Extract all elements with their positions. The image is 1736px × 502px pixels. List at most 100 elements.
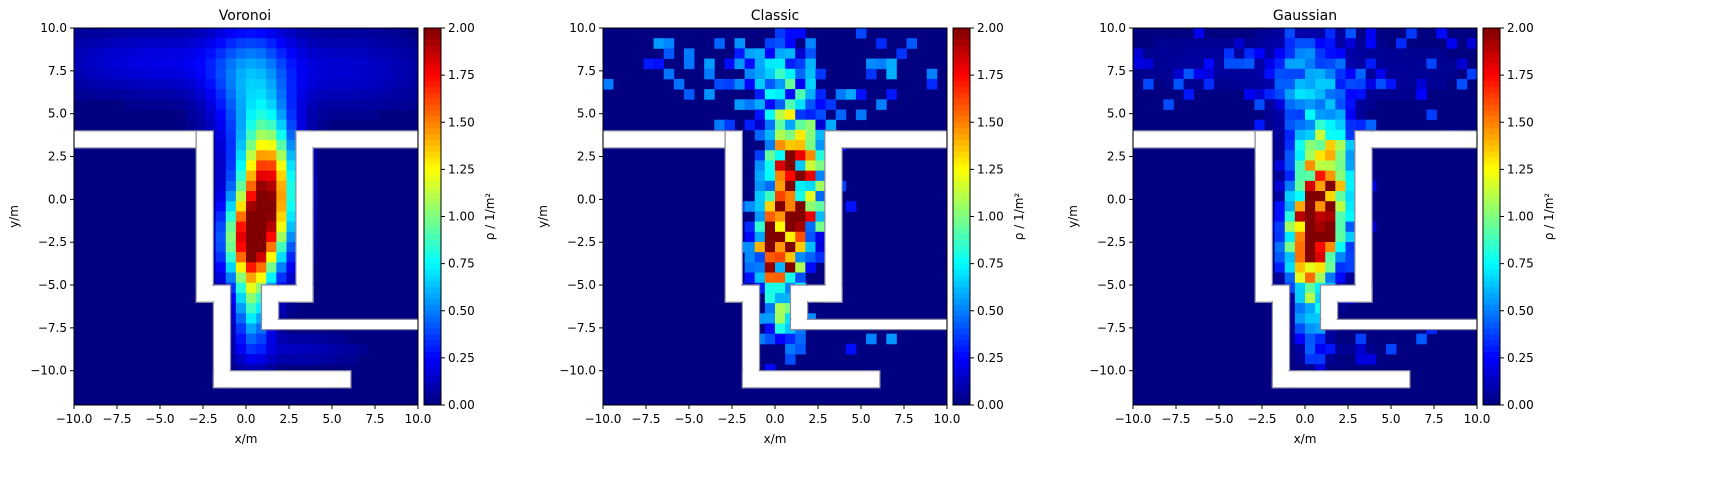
heatmap-cell [1345,241,1356,253]
heatmap-cell [1294,109,1306,121]
heatmap-cell [795,150,806,161]
heatmap-cell [397,78,409,90]
colorbar-segment [1483,28,1500,35]
heatmap-cell [286,109,297,121]
heatmap-cell [235,262,247,273]
heatmap-cell [1274,262,1286,273]
heatmap-cell [367,99,378,110]
heatmap-cell [276,333,287,345]
heatmap-cell [347,28,358,39]
colorbar-segment [1483,316,1500,324]
heatmap-cell [1284,109,1296,121]
heatmap-cell [1315,129,1326,141]
colorbar-segment [424,316,441,324]
heatmap-cell [1345,191,1356,202]
heatmap-cell [764,160,776,172]
heatmap-cell [337,78,348,90]
colorbar-segment [424,281,441,288]
heatmap-cell [124,68,136,80]
heatmap-cell [835,89,847,100]
heatmap-cell [1375,68,1387,80]
colorbar-segment [424,134,441,141]
heatmap-cell [306,68,318,80]
heatmap-cell [764,58,776,70]
heatmap-cell [316,119,328,131]
heatmap-cell [1284,191,1296,202]
heatmap-cell [316,28,328,39]
heatmap-cell [795,119,806,131]
heatmap-cell [1426,109,1437,121]
heatmap-cell [805,68,816,80]
heatmap-cell [653,38,665,49]
heatmap-cell [286,303,297,314]
heatmap-cell [256,262,267,273]
heatmap-cell [377,89,389,100]
colorbar-segment [1483,298,1500,306]
colorbar-tick-label: 0.50 [1507,304,1534,318]
heatmap-cell [397,48,409,59]
heatmap-cell [1335,160,1346,172]
heatmap-cell [775,170,786,182]
heatmap-cell [175,38,186,49]
heatmap-cell [296,343,308,355]
colorbar-segment [953,293,970,300]
heatmap-cell [775,78,786,90]
heatmap-cell [1325,241,1336,253]
heatmap-cell [764,78,776,90]
wall-fill [825,131,842,302]
heatmap-cell [785,221,796,233]
colorbar-tick-label: 2.00 [977,21,1004,35]
heatmap-cell [1213,68,1225,80]
heatmap-cell [276,241,287,253]
heatmap-cell [795,48,806,59]
heatmap-cell [256,272,267,284]
heatmap-cell [225,109,237,121]
heatmap-cell [764,191,776,202]
heatmap-cell [764,211,776,222]
heatmap-cell [1163,68,1174,80]
heatmap-cell [286,191,297,202]
heatmap-cell [744,252,756,263]
heatmap-cell [1365,89,1377,100]
colorbar-segment [953,310,970,318]
y-tick-label: 5.0 [1107,107,1126,121]
heatmap-cell [795,231,806,243]
heatmap-cell [815,211,826,222]
colorbar-segment [953,63,970,70]
heatmap-cell [1335,303,1346,314]
heatmap-cell [855,109,867,121]
heatmap-cell [754,170,766,182]
heatmap-cell [296,78,308,90]
heatmap-cell [754,252,766,263]
heatmap-cell [104,89,115,100]
colorbar-segment [1483,245,1500,253]
colorbar-segment [424,175,441,182]
heatmap-cell [74,28,85,39]
colorbar-segment [424,57,441,64]
heatmap-cell [785,180,796,192]
heatmap-cell [1305,364,1316,375]
heatmap-cell [1345,343,1356,355]
heatmap-cell [235,140,247,151]
heatmap-cell [1345,140,1356,151]
colorbar-segment [1483,63,1500,70]
heatmap-cell [764,292,776,304]
heatmap-cell [266,333,277,345]
heatmap-cell [367,89,378,100]
colorbar-segment [953,393,970,400]
heatmap-cell [896,48,907,59]
heatmap-cell [215,28,227,39]
heatmap-cell [326,68,338,80]
heatmap-cell [1305,292,1316,304]
heatmap-cell [754,231,766,243]
heatmap-cell [775,272,786,284]
heatmap-cell [1345,180,1356,192]
heatmap-cell [1325,221,1336,233]
heatmap-cell [785,78,796,90]
heatmap-cell [795,160,806,172]
heatmap-cell [296,58,308,70]
x-tick-label: −2.5 [717,412,746,426]
heatmap-cell [795,58,806,70]
heatmap-cell [764,303,776,314]
heatmap-cell [256,48,267,59]
